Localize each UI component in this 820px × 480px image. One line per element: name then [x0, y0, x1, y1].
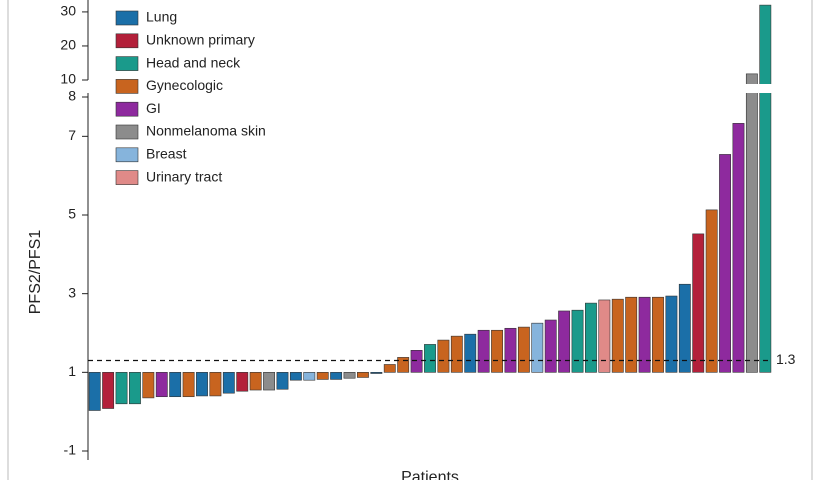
bar	[115, 372, 128, 405]
bar	[102, 372, 115, 409]
legend-label: Breast	[146, 146, 187, 162]
bar	[357, 372, 369, 378]
bar	[705, 209, 718, 373]
legend-swatch	[115, 33, 139, 49]
bar	[491, 329, 503, 373]
bar	[397, 357, 410, 373]
y-tick-label: -1	[64, 442, 77, 458]
legend-label: Urinary tract	[146, 168, 222, 184]
bar	[410, 350, 423, 373]
bar	[571, 309, 584, 373]
legend-label: Unknown primary	[146, 32, 255, 48]
legend-swatch	[115, 79, 139, 94]
bar	[625, 296, 638, 373]
bar	[129, 372, 141, 405]
bar	[638, 296, 651, 373]
axis-break	[89, 84, 777, 93]
bar	[316, 372, 329, 380]
bar	[142, 372, 155, 399]
y-tick-label: 8	[68, 88, 76, 104]
y-tick-label: 10	[60, 71, 76, 87]
legend-swatch	[115, 147, 139, 163]
bar	[370, 372, 383, 374]
bar	[450, 335, 463, 373]
y-tick-label: 5	[68, 206, 76, 222]
bar	[88, 372, 101, 411]
legend-swatch	[115, 101, 139, 117]
y-tick-label: 1	[68, 363, 76, 379]
bar	[732, 123, 745, 373]
bar	[303, 372, 316, 381]
bar	[424, 344, 436, 373]
y-axis-label: PFS2/PFS1	[27, 230, 44, 315]
bar	[719, 154, 731, 373]
reference-label: 1.3	[776, 351, 796, 367]
bar	[678, 283, 691, 373]
bar	[222, 372, 235, 394]
legend-label: Head and neck	[146, 54, 241, 70]
bar	[236, 372, 249, 392]
bar	[383, 364, 396, 373]
bar	[464, 333, 477, 373]
bar	[437, 339, 450, 373]
legend-label: GI	[146, 100, 161, 116]
bar	[289, 372, 302, 381]
bar	[652, 296, 664, 373]
bar	[209, 372, 222, 397]
bar	[692, 233, 705, 373]
bar	[263, 372, 275, 391]
bar	[169, 372, 182, 398]
bar	[330, 372, 343, 380]
bar	[182, 372, 195, 398]
bar	[343, 372, 356, 379]
bar	[611, 298, 624, 373]
bar	[598, 299, 611, 373]
bar	[544, 319, 557, 373]
legend-swatch	[115, 124, 139, 140]
bar	[517, 326, 530, 373]
bar	[196, 372, 208, 397]
legend-label: Lung	[146, 9, 177, 25]
bar	[249, 372, 262, 391]
bar	[558, 310, 571, 373]
legend-swatch	[115, 170, 139, 185]
bar	[155, 372, 168, 398]
y-tick-label: 20	[60, 37, 76, 53]
bar	[585, 302, 597, 373]
bar	[665, 295, 678, 373]
legend-swatch	[115, 56, 139, 71]
y-tick-label: 30	[60, 3, 76, 19]
x-axis-label: Patients	[401, 469, 459, 480]
bar	[276, 372, 289, 390]
bar	[745, 73, 758, 373]
legend-label: Nonmelanoma skin	[146, 123, 266, 139]
bar	[504, 327, 517, 373]
bar	[531, 322, 544, 373]
bar	[759, 4, 772, 373]
y-tick-label: 7	[68, 127, 76, 143]
y-tick-label: 3	[68, 284, 76, 300]
bar	[477, 329, 490, 373]
legend-label: Gynecologic	[146, 77, 223, 93]
legend-swatch	[115, 10, 139, 26]
